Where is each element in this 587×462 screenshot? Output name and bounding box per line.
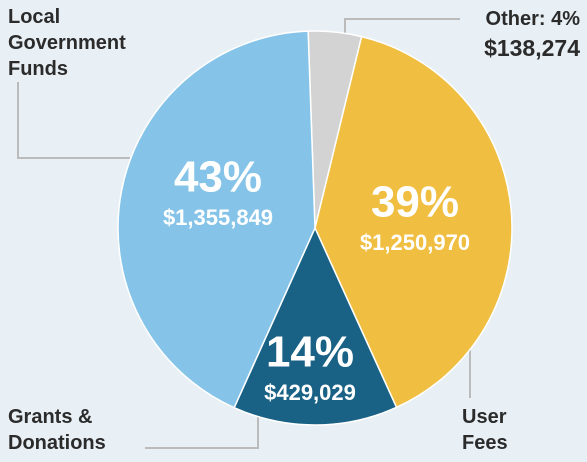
other-label: Other: 4% $138,274 bbox=[484, 6, 580, 64]
value-label: $1,250,970 bbox=[360, 230, 470, 255]
leader-line bbox=[145, 410, 259, 449]
percent-label: 4% bbox=[551, 8, 580, 30]
leader-lines bbox=[17, 18, 471, 449]
slice bbox=[117, 30, 316, 409]
category-label: User Fees bbox=[462, 406, 508, 454]
category-label: Other: bbox=[485, 8, 546, 30]
value-label: $138,274 bbox=[484, 35, 580, 61]
leader-line bbox=[17, 82, 130, 159]
category-label: Local Government Funds bbox=[8, 6, 126, 80]
percent-label: 43% bbox=[174, 153, 262, 202]
percent-label: 39% bbox=[371, 178, 459, 227]
percent-label: 14% bbox=[266, 328, 354, 377]
category-label: Grants & Donations bbox=[8, 406, 106, 454]
value-label: $1,355,849 bbox=[163, 205, 273, 230]
value-label: $429,029 bbox=[264, 380, 356, 405]
slice bbox=[314, 35, 513, 409]
slice bbox=[233, 226, 398, 426]
leader-line bbox=[344, 18, 460, 35]
